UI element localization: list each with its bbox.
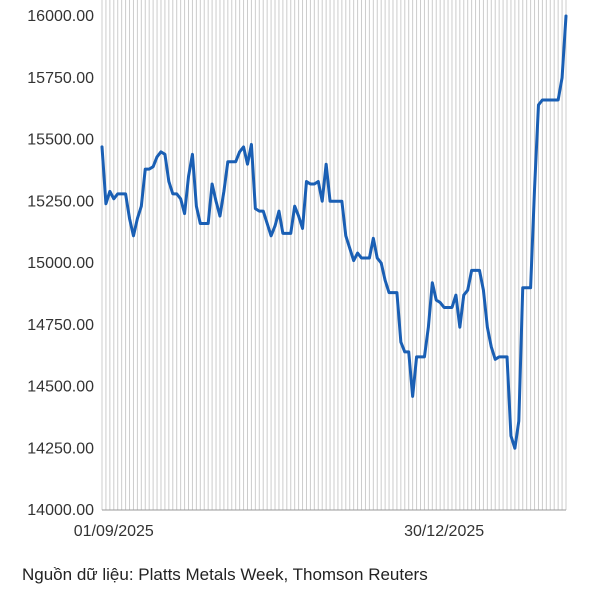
y-tick-label: 15750.00 [27, 70, 94, 87]
y-tick-label: 15000.00 [27, 255, 94, 272]
x-axis-tick-labels: 01/09/2025 30/12/2025 [74, 523, 484, 540]
y-tick-label: 16000.00 [27, 8, 94, 25]
y-tick-label: 14250.00 [27, 440, 94, 457]
y-tick-label: 14750.00 [27, 317, 94, 334]
x-tick-label: 01/09/2025 [74, 523, 154, 540]
y-tick-label: 15250.00 [27, 193, 94, 210]
source-note: Nguồn dữ liệu: Platts Metals Week, Thoms… [22, 565, 428, 584]
y-tick-label: 14000.00 [27, 502, 94, 519]
y-tick-label: 14500.00 [27, 379, 94, 396]
y-axis-tick-labels: 14000.00 14250.00 14500.00 14750.00 15000.00… [27, 8, 94, 519]
vertical-gridlines [101, 0, 567, 510]
series-line [100, 14, 568, 450]
y-tick-label: 15500.00 [27, 132, 94, 149]
x-tick-label: 30/12/2025 [404, 523, 484, 540]
